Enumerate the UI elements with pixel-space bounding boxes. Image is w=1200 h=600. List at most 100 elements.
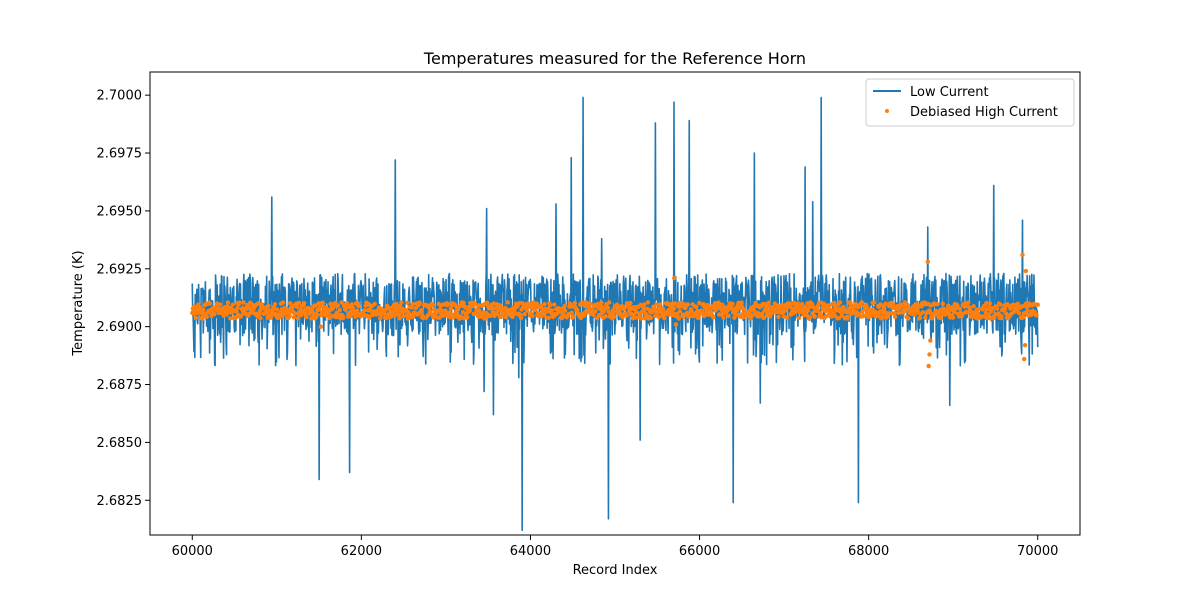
scatter-point <box>666 312 672 317</box>
scatter-point <box>776 314 781 320</box>
scatter-point <box>816 308 821 313</box>
y-tick-label: 2.6925 <box>97 262 143 277</box>
scatter-point <box>399 300 404 305</box>
scatter-point <box>341 315 346 320</box>
scatter-point <box>935 301 940 307</box>
series-scatter-debiased-high-current <box>190 252 1040 369</box>
scatter-point <box>987 304 992 310</box>
scatter-point <box>892 311 897 316</box>
scatter-point <box>280 300 286 305</box>
scatter-point <box>766 300 771 306</box>
scatter-point <box>472 301 478 307</box>
scatter-point <box>335 303 341 308</box>
scatter-point <box>484 300 490 305</box>
scatter-point <box>224 312 229 317</box>
scatter-point <box>597 313 603 318</box>
scatter-point <box>837 300 843 305</box>
scatter-outlier-point <box>1022 342 1028 348</box>
scatter-point <box>952 310 957 315</box>
y-tick-label: 2.6975 <box>97 147 143 162</box>
scatter-point <box>467 308 472 313</box>
scatter-point <box>410 302 416 307</box>
scatter-point <box>938 315 944 321</box>
scatter-point <box>605 305 611 310</box>
scatter-point <box>266 303 271 309</box>
scatter-point <box>257 311 262 317</box>
scatter-point <box>720 302 725 307</box>
scatter-point <box>1016 310 1022 316</box>
scatter-point <box>995 306 1000 311</box>
y-tick-label: 2.6850 <box>97 436 143 451</box>
scatter-point <box>569 310 574 315</box>
scatter-point <box>912 312 917 317</box>
scatter-outlier-point <box>671 275 677 281</box>
scatter-point <box>337 307 342 313</box>
scatter-point <box>441 313 446 318</box>
scatter-outlier-point <box>673 322 679 327</box>
scatter-point <box>383 307 388 313</box>
scatter-point <box>654 302 659 307</box>
scatter-point <box>326 311 332 317</box>
scatter-point <box>584 310 590 315</box>
scatter-point <box>356 303 361 309</box>
scatter-point <box>437 315 442 321</box>
y-tick-label: 2.6900 <box>97 320 143 335</box>
scatter-point <box>883 301 888 306</box>
scatter-point <box>298 312 304 318</box>
scatter-point <box>998 302 1003 307</box>
x-tick-label: 70000 <box>1017 544 1058 559</box>
scatter-point <box>988 309 994 314</box>
scatter-point <box>241 300 246 305</box>
scatter-point <box>522 311 527 317</box>
scatter-point <box>552 302 557 307</box>
scatter-point <box>628 300 633 306</box>
scatter-point <box>225 300 231 305</box>
scatter-point <box>510 314 515 320</box>
scatter-point <box>417 300 422 305</box>
scatter-point <box>984 300 989 306</box>
scatter-point <box>378 316 383 321</box>
scatter-point <box>864 304 869 310</box>
x-tick-label: 68000 <box>848 544 889 559</box>
scatter-point <box>328 301 333 307</box>
scatter-point <box>530 313 535 319</box>
scatter-point <box>610 308 616 313</box>
scatter-point <box>443 310 449 315</box>
scatter-point <box>886 311 891 317</box>
scatter-point <box>729 306 735 311</box>
scatter-point <box>689 308 694 313</box>
scatter-point <box>534 301 539 306</box>
scatter-point <box>207 301 212 306</box>
scatter-point <box>392 306 397 311</box>
scatter-point <box>759 311 765 316</box>
scatter-point <box>812 314 817 319</box>
scatter-point <box>639 316 644 321</box>
scatter-point <box>805 308 811 313</box>
scatter-point <box>711 314 716 320</box>
scatter-point <box>397 316 402 321</box>
scatter-outlier-point <box>927 352 932 357</box>
scatter-point <box>518 315 524 321</box>
scatter-point <box>542 301 547 307</box>
scatter-point <box>448 306 454 311</box>
scatter-point <box>892 314 898 319</box>
scatter-point <box>477 308 482 313</box>
scatter-point <box>287 313 292 319</box>
y-axis-label: Temperature (K) <box>71 250 86 356</box>
scatter-point <box>1002 306 1008 312</box>
scatter-point <box>546 315 552 321</box>
scatter-point <box>562 304 567 309</box>
scatter-point <box>784 315 790 320</box>
scatter-point <box>259 302 264 307</box>
scatter-point <box>773 310 778 315</box>
legend-frame <box>865 78 1075 127</box>
scatter-point <box>362 308 367 313</box>
scatter-point <box>726 313 731 319</box>
scatter-outlier-point <box>1021 356 1027 362</box>
scatter-point <box>547 303 553 308</box>
scatter-point <box>572 300 578 306</box>
scatter-point <box>348 314 353 319</box>
scatter-point <box>419 307 424 313</box>
scatter-point <box>845 314 851 319</box>
scatter-point <box>641 307 646 313</box>
